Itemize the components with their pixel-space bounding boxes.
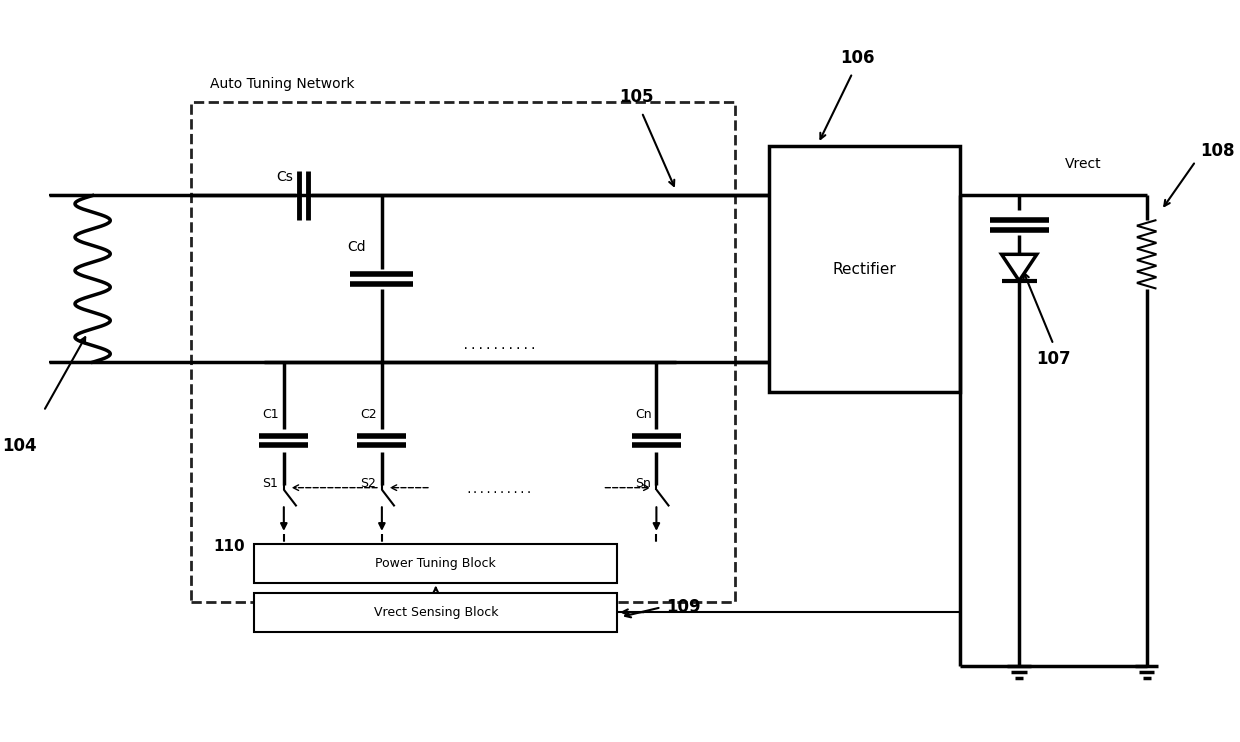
Text: 108: 108: [1200, 142, 1235, 160]
Text: C1: C1: [262, 408, 279, 421]
Text: 106: 106: [841, 49, 874, 68]
Text: C2: C2: [361, 408, 377, 421]
Text: ..........: ..........: [466, 485, 533, 494]
Text: Rectifier: Rectifier: [833, 261, 897, 277]
Text: Cd: Cd: [347, 240, 366, 255]
Text: Sn: Sn: [635, 476, 651, 490]
Text: ..........: ..........: [463, 339, 537, 352]
Text: 107: 107: [1037, 350, 1071, 368]
Text: Cn: Cn: [635, 408, 651, 421]
Bar: [254, 544, 618, 582]
Text: S1: S1: [262, 476, 278, 490]
Bar: [769, 146, 960, 392]
Text: S2: S2: [361, 476, 376, 490]
Text: Cs: Cs: [277, 170, 293, 184]
Text: Power Tuning Block: Power Tuning Block: [376, 556, 496, 570]
Text: 109: 109: [666, 598, 701, 617]
Bar: [191, 102, 735, 603]
Text: Vrect: Vrect: [1065, 157, 1101, 171]
Text: Auto Tuning Network: Auto Tuning Network: [211, 76, 355, 91]
Polygon shape: [1002, 255, 1037, 280]
Text: 110: 110: [213, 539, 244, 554]
Text: 105: 105: [620, 88, 653, 106]
Text: 104: 104: [1, 436, 36, 455]
Text: Vrect Sensing Block: Vrect Sensing Block: [373, 605, 498, 619]
Bar: [254, 593, 618, 631]
